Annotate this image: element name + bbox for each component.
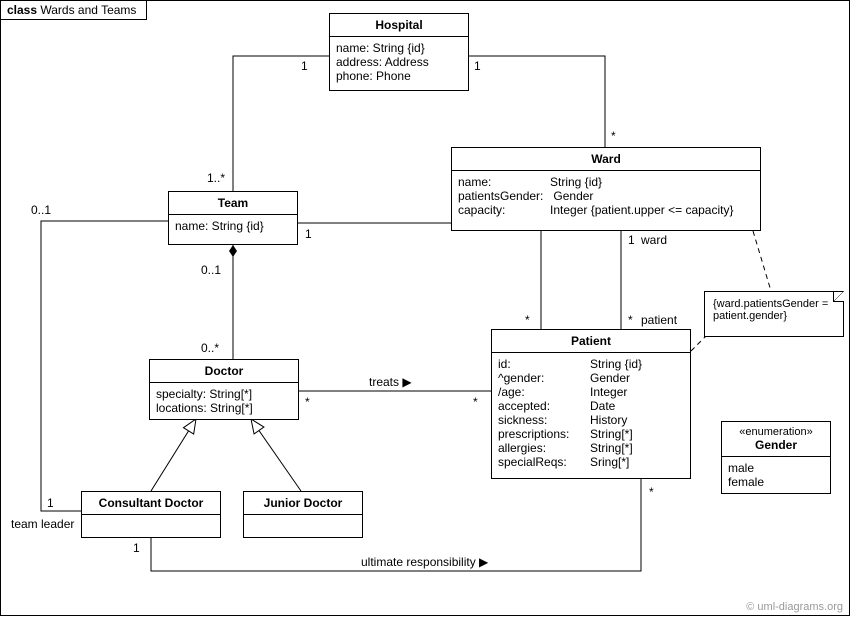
role-label: team leader bbox=[11, 517, 74, 531]
enum-name: Gender bbox=[755, 438, 797, 452]
class-junior-doctor: Junior Doctor bbox=[243, 491, 363, 538]
class-doctor: Doctor specialty: String[*] locations: S… bbox=[149, 359, 299, 420]
frame-label: class Wards and Teams bbox=[1, 1, 147, 20]
attr: specialty: String[*] bbox=[156, 387, 292, 401]
attr-v: History bbox=[590, 413, 627, 427]
constraint-note: {ward.patientsGender = patient.gender} bbox=[704, 291, 844, 337]
multiplicity: * bbox=[473, 395, 478, 409]
multiplicity: 1 bbox=[47, 496, 54, 510]
attr-k: /age: bbox=[498, 385, 580, 399]
diagram-canvas: class Wards and Teams bbox=[0, 0, 850, 616]
frame-name: Wards and Teams bbox=[40, 3, 136, 17]
frame-keyword: class bbox=[7, 3, 37, 17]
class-hospital: Hospital name: String {id} address: Addr… bbox=[329, 13, 469, 91]
multiplicity: * bbox=[628, 313, 633, 327]
class-body: male female bbox=[722, 457, 830, 493]
literal: male bbox=[728, 461, 824, 475]
class-body bbox=[244, 515, 362, 537]
multiplicity: 1 bbox=[301, 59, 308, 73]
attr: phone: Phone bbox=[336, 69, 462, 83]
class-title: Junior Doctor bbox=[244, 492, 362, 515]
class-title: «enumeration» Gender bbox=[722, 422, 830, 457]
attr-k: sickness: bbox=[498, 413, 580, 427]
attr-k: allergies: bbox=[498, 441, 580, 455]
association-label: treats ▶ bbox=[369, 375, 412, 389]
copyright: © uml-diagrams.org bbox=[746, 601, 843, 613]
attr: name: String {id} bbox=[336, 41, 462, 55]
multiplicity: 1 bbox=[133, 541, 140, 555]
multiplicity: 0..1 bbox=[201, 263, 221, 277]
class-team: Team name: String {id} bbox=[168, 191, 298, 245]
attr-v: Integer bbox=[590, 385, 627, 399]
attr-k: name: bbox=[458, 175, 540, 189]
attr-k: prescriptions: bbox=[498, 427, 580, 441]
class-consultant-doctor: Consultant Doctor bbox=[81, 491, 221, 538]
literal: female bbox=[728, 475, 824, 489]
attr-v: String {id} bbox=[590, 357, 642, 371]
class-title: Patient bbox=[492, 330, 690, 353]
class-title: Consultant Doctor bbox=[82, 492, 220, 515]
enumeration-gender: «enumeration» Gender male female bbox=[721, 421, 831, 494]
attr-k: id: bbox=[498, 357, 580, 371]
attr-v: Date bbox=[590, 399, 615, 413]
multiplicity: * bbox=[305, 395, 310, 409]
attr-k: accepted: bbox=[498, 399, 580, 413]
role-label: patient bbox=[641, 313, 677, 327]
class-body: name: String {id} address: Address phone… bbox=[330, 37, 468, 87]
attr: address: Address bbox=[336, 55, 462, 69]
attr-v: Sring[*] bbox=[590, 455, 629, 469]
multiplicity: 0..* bbox=[201, 341, 219, 355]
attr: name: String {id} bbox=[175, 219, 291, 233]
attr-k: capacity: bbox=[458, 203, 540, 217]
attr-k: specialReqs: bbox=[498, 455, 580, 469]
attr-v: Integer {patient.upper <= capacity} bbox=[550, 203, 733, 217]
class-title: Doctor bbox=[150, 360, 298, 383]
multiplicity: * bbox=[525, 313, 530, 327]
multiplicity: * bbox=[611, 129, 616, 143]
multiplicity: 1 bbox=[628, 233, 635, 247]
class-ward: Ward name: String {id} patientsGender: Gen… bbox=[451, 147, 761, 231]
attr-v: Gender bbox=[553, 189, 593, 203]
stereotype: «enumeration» bbox=[728, 426, 824, 438]
attr-v: String[*] bbox=[590, 441, 633, 455]
attr: locations: String[*] bbox=[156, 401, 292, 415]
multiplicity: 0..1 bbox=[31, 203, 51, 217]
class-body bbox=[82, 515, 220, 537]
role-label: ward bbox=[641, 233, 667, 247]
class-body: name: String {id} bbox=[169, 215, 297, 237]
multiplicity: 1 bbox=[474, 59, 481, 73]
class-body: name: String {id} patientsGender: Gender c… bbox=[452, 171, 760, 221]
multiplicity: 1 bbox=[305, 227, 312, 241]
note-line: {ward.patientsGender = bbox=[713, 298, 835, 310]
attr-v: String[*] bbox=[590, 427, 633, 441]
class-title: Team bbox=[169, 192, 297, 215]
class-title: Hospital bbox=[330, 14, 468, 37]
class-patient: Patient id: String {id} ^gender: Gender /a… bbox=[491, 329, 691, 479]
attr-k: patientsGender: bbox=[458, 189, 543, 203]
association-label: ultimate responsibility ▶ bbox=[361, 555, 488, 569]
class-body: id: String {id} ^gender: Gender /age: Integ… bbox=[492, 353, 690, 473]
attr-k: ^gender: bbox=[498, 371, 580, 385]
attr-v: Gender bbox=[590, 371, 630, 385]
note-line: patient.gender} bbox=[713, 310, 835, 322]
multiplicity: 1..* bbox=[207, 171, 225, 185]
class-body: specialty: String[*] locations: String[*… bbox=[150, 383, 298, 419]
class-title: Ward bbox=[452, 148, 760, 171]
multiplicity: * bbox=[649, 485, 654, 499]
attr-v: String {id} bbox=[550, 175, 602, 189]
